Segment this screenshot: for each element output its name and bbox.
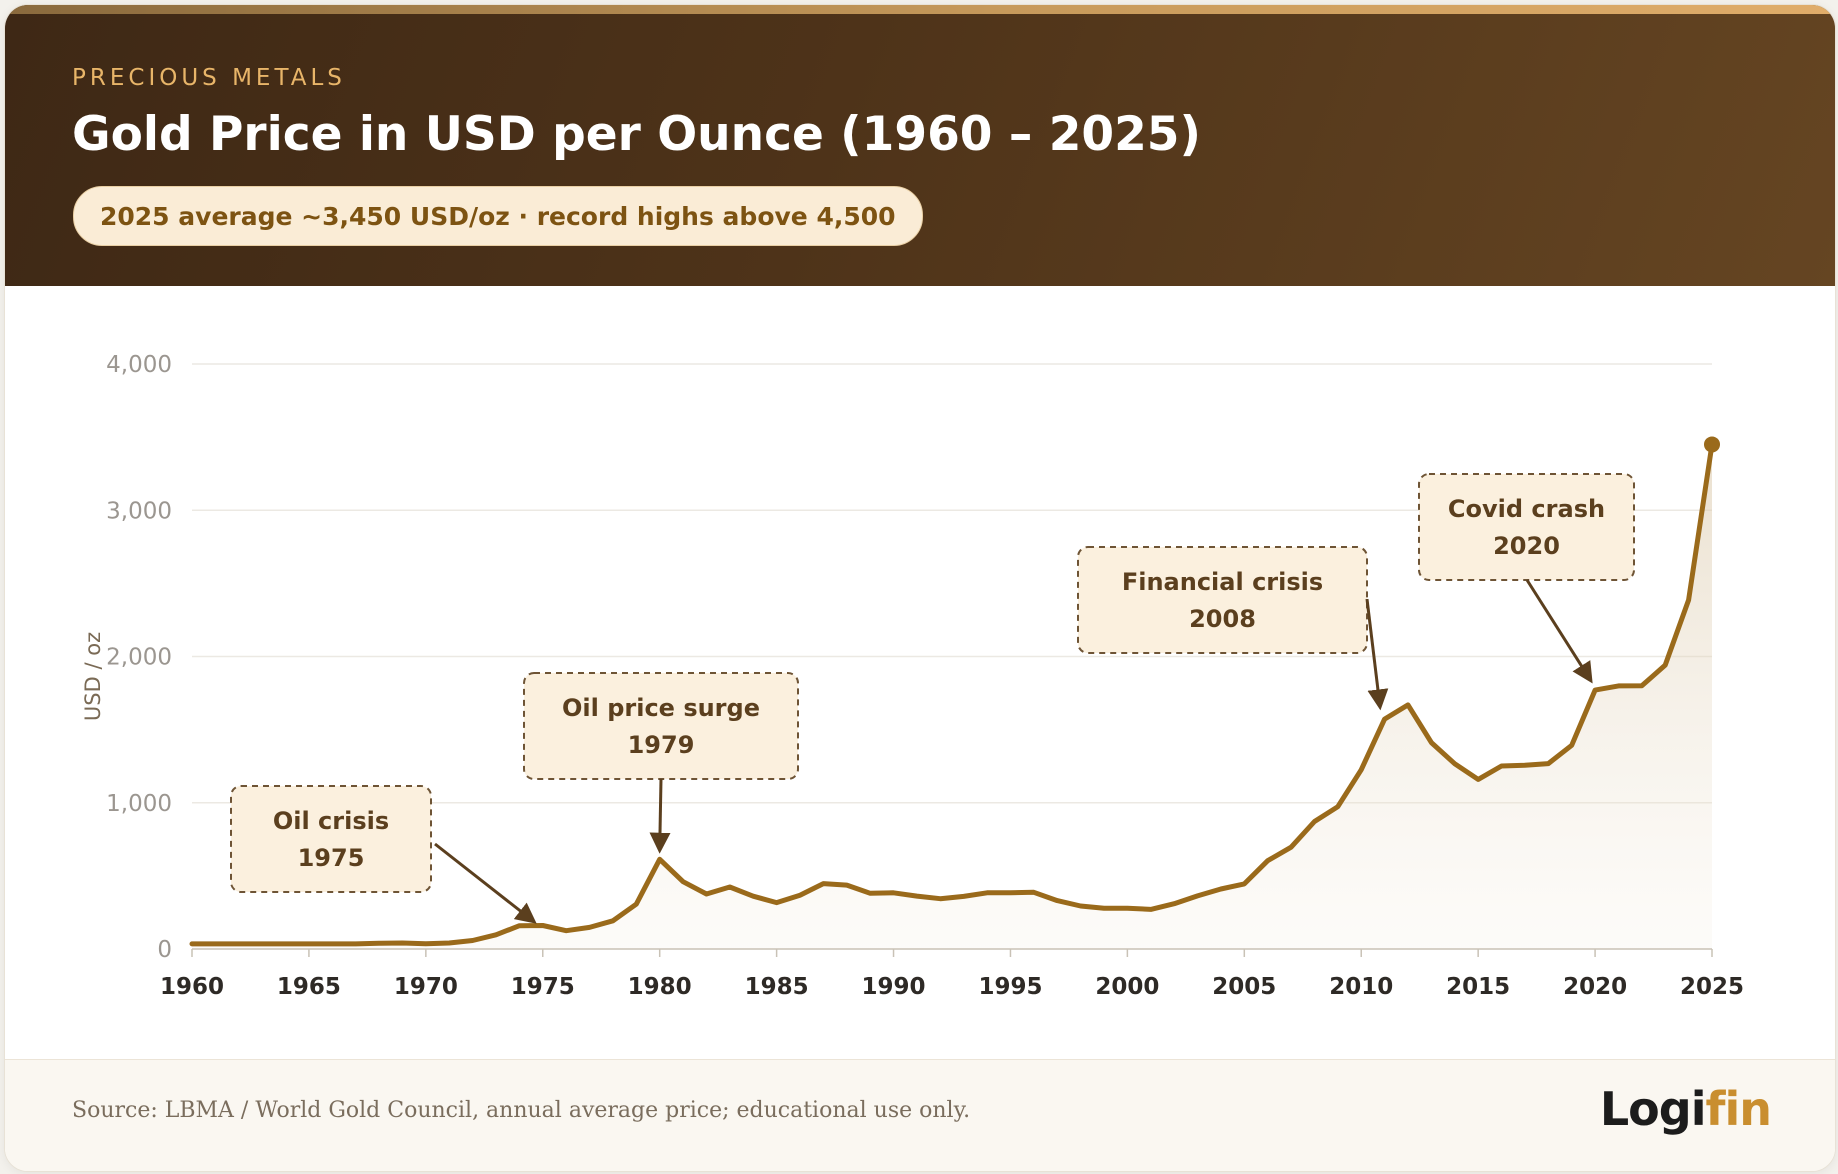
annotation-arrow [649, 778, 671, 854]
annotation-box [1077, 546, 1368, 654]
annotation-callout: Oil price surge 1979 [523, 672, 799, 854]
series-area-fill [192, 444, 1712, 949]
annotation-arrow [434, 842, 537, 924]
x-tick-label: 2020 [1563, 974, 1627, 1000]
x-tick-label: 1970 [394, 974, 458, 1000]
y-tick-label: 1,000 [106, 791, 172, 817]
annotation-year: 1975 [298, 844, 365, 872]
annotation-title: Oil crisis [273, 807, 389, 835]
annotation-box [1418, 473, 1635, 581]
axis-layer: 0 1,000 2,000 3,000 4,000 USD / oz 1960 1965 197… [81, 352, 1744, 1000]
x-tick-label: 1975 [511, 974, 575, 1000]
x-tick-label: 2005 [1212, 974, 1276, 1000]
header-accent-line [5, 5, 1835, 14]
chart-card: PRECIOUS METALS Gold Price in USD per Ou… [4, 4, 1836, 1172]
header-banner: PRECIOUS METALS Gold Price in USD per Ou… [5, 5, 1835, 286]
annotation-arrow [1525, 579, 1593, 684]
annotation-title: Financial crisis [1122, 568, 1323, 596]
annotation-arrow [1365, 598, 1389, 711]
x-tick-label: 1965 [277, 974, 341, 1000]
x-tick-label: 2010 [1329, 974, 1393, 1000]
chart-title: Gold Price in USD per Ounce (1960 – 2025… [72, 107, 1201, 162]
eyebrow-label: PRECIOUS METALS [72, 65, 346, 91]
x-tick-label: 1980 [628, 974, 692, 1000]
chart-area: 0 1,000 2,000 3,000 4,000 USD / oz 1960 1965 197… [5, 286, 1835, 1059]
annotation-title: Covid crash [1448, 495, 1605, 523]
y-tick-label: 3,000 [106, 498, 172, 524]
annotation-year: 2020 [1493, 532, 1560, 560]
y-axis-title: USD / oz [81, 632, 105, 721]
end-point-marker [1704, 436, 1720, 453]
line-layer [189, 436, 1720, 947]
x-tick-label: 1985 [745, 974, 809, 1000]
series-line [189, 441, 1715, 947]
y-tick-label: 0 [157, 937, 172, 963]
summary-pill: 2025 average ~3,450 USD/oz · record high… [73, 186, 923, 246]
x-tick-label: 1960 [160, 974, 224, 1000]
y-tick-label: 4,000 [106, 352, 172, 378]
x-tick-label: 2015 [1446, 974, 1510, 1000]
annotation-callout: Financial crisis 2008 [1077, 546, 1389, 711]
annotation-title: Oil price surge [562, 694, 760, 722]
y-tick-label: 2,000 [106, 645, 172, 671]
x-tick-label: 2025 [1680, 974, 1744, 1000]
x-tick-label: 2000 [1095, 974, 1159, 1000]
grid-layer [192, 363, 1712, 804]
footer: Source: LBMA / World Gold Council, annua… [5, 1059, 1835, 1171]
annotation-callout: Oil crisis 1975 [230, 785, 537, 924]
annotation-callout: Covid crash 2020 [1418, 473, 1635, 684]
source-note: Source: LBMA / World Gold Council, annua… [72, 1098, 971, 1123]
annotation-layer: Oil crisis 1975 Oil price surge 1979 Financi… [230, 473, 1635, 924]
area-layer [192, 444, 1712, 949]
brand-logo: Logifin [1599, 1082, 1772, 1136]
x-tick-label: 1990 [862, 974, 926, 1000]
annotation-box [523, 672, 799, 780]
logo-text-part1: Logi [1599, 1082, 1707, 1136]
logo-text-part2: fin [1705, 1082, 1772, 1136]
line-chart: 0 1,000 2,000 3,000 4,000 USD / oz 1960 1965 197… [81, 352, 1744, 1000]
x-tick-label: 1995 [978, 974, 1042, 1000]
annotation-box [230, 785, 432, 893]
annotation-year: 1979 [628, 731, 695, 759]
annotation-year: 2008 [1189, 605, 1256, 633]
